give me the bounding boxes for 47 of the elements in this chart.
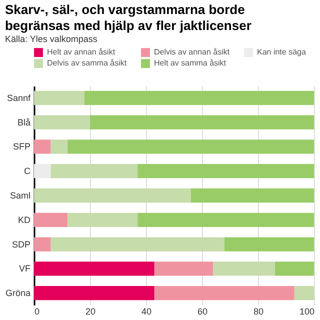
bar bbox=[34, 286, 154, 300]
bar bbox=[34, 262, 154, 276]
x-tick-label: 80 bbox=[253, 306, 264, 316]
x-tick-label: 60 bbox=[197, 306, 208, 316]
chart-subtitle: Källa: Yles valkompass bbox=[4, 34, 98, 44]
bar bbox=[34, 188, 191, 203]
legend-label: Helt av annan åsikt bbox=[47, 48, 116, 57]
legend-label: Kan inte säga bbox=[257, 48, 306, 57]
legend-label: Delvis av samma åsikt bbox=[47, 58, 128, 68]
bar bbox=[90, 115, 314, 130]
y-tick-label: SFP bbox=[12, 142, 30, 152]
bar bbox=[68, 212, 138, 227]
x-tick-label: 20 bbox=[85, 306, 96, 316]
legend-label: Helt av samma åsikt bbox=[154, 58, 227, 68]
bar bbox=[34, 140, 51, 154]
y-tick-label: SDP bbox=[12, 239, 30, 250]
bar bbox=[274, 262, 314, 276]
x-tick-label: 0 bbox=[34, 306, 40, 316]
bar bbox=[224, 237, 314, 252]
bar bbox=[154, 262, 214, 276]
y-tick-label: C bbox=[24, 166, 31, 176]
bar bbox=[190, 188, 314, 203]
bar bbox=[50, 164, 138, 178]
bar bbox=[34, 90, 84, 106]
bar bbox=[138, 164, 314, 178]
bar bbox=[294, 286, 314, 300]
bar bbox=[213, 262, 275, 276]
bar bbox=[34, 212, 68, 227]
x-tick-label: 40 bbox=[141, 306, 152, 316]
y-tick-label: Gröna bbox=[5, 288, 30, 298]
y-tick-label: KD bbox=[18, 214, 31, 225]
y-tick-label: VF bbox=[18, 264, 31, 274]
bar bbox=[34, 115, 90, 130]
bar bbox=[34, 237, 51, 252]
bar bbox=[34, 164, 51, 178]
y-tick-label: Sannf bbox=[6, 92, 31, 103]
bar bbox=[84, 90, 314, 106]
legend-label: Delvis av annan åsikt bbox=[154, 48, 230, 57]
bar bbox=[68, 140, 314, 154]
bar bbox=[50, 237, 224, 252]
bar bbox=[50, 140, 68, 154]
x-tick-label: 100 bbox=[299, 306, 314, 316]
bar bbox=[138, 212, 314, 227]
y-tick-label: Blå bbox=[17, 117, 30, 128]
y-tick-label: Saml bbox=[10, 190, 30, 200]
bar bbox=[154, 286, 294, 300]
chart-title: Skarv-, säl-, och vargstammarna borde begränsas med hjälp av fler jaktlicenser bbox=[4, 2, 252, 33]
